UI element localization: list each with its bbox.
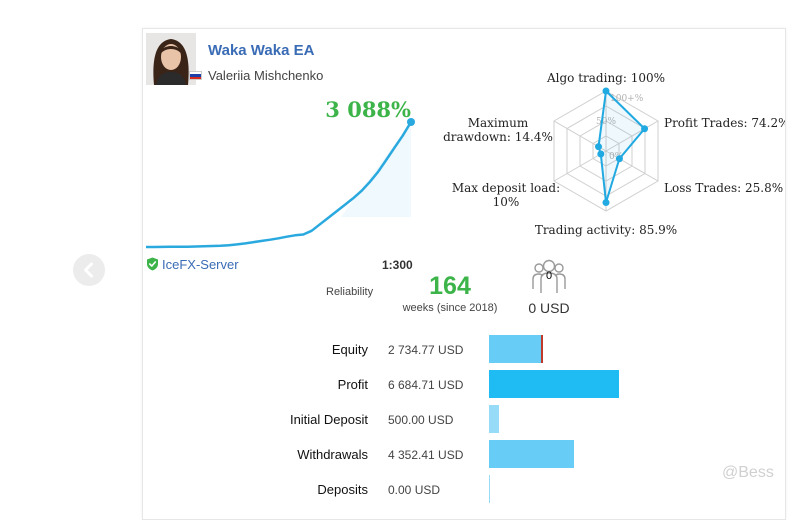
growth-line <box>146 121 413 249</box>
radar-ring-label: 50% <box>596 117 616 127</box>
radar-label-algo: Algo trading: 100% <box>546 71 665 85</box>
stat-label: Profit <box>337 377 368 392</box>
growth-end-point <box>407 118 415 126</box>
leverage-value: 1:300 <box>382 258 413 272</box>
radar-value-shape <box>597 88 646 203</box>
radar-axis <box>553 150 607 182</box>
author-name-link[interactable]: Valeriia Mishchenko <box>208 68 324 83</box>
growth-chart <box>146 118 415 249</box>
radar-axis <box>605 120 659 152</box>
watermark: @Bess <box>722 464 774 481</box>
subscribers-count: 0 <box>545 270 553 282</box>
radar-chart: 100+% 50% 0% Algo trading: 100% Profit Trade… <box>443 71 785 237</box>
stat-value: 2 734.77 USD <box>388 343 464 357</box>
stat-bar <box>489 335 543 363</box>
weeks-label: weeks (since 2018) <box>402 302 498 314</box>
stat-bar <box>489 405 499 433</box>
growth-value: 3 088% <box>325 97 411 122</box>
radar-point <box>597 150 605 158</box>
stat-label: Equity <box>331 342 368 357</box>
stat-bar <box>489 440 574 468</box>
radar-ring-label: 0% <box>609 152 624 162</box>
stat-value: 500.00 USD <box>388 413 454 427</box>
radar-point <box>602 87 610 95</box>
stat-value: 0.00 USD <box>388 483 441 497</box>
radar-point <box>595 143 603 151</box>
reliability-label: Reliability <box>326 286 374 298</box>
radar-label-activity: Trading activity: 85.9% <box>535 223 677 237</box>
broker-server[interactable]: IceFX-Server <box>146 257 239 272</box>
stat-bar-marker <box>541 335 544 363</box>
radar-point <box>641 125 649 133</box>
radar-label-deposit: 10% <box>493 195 520 209</box>
stat-value: 6 684.71 USD <box>388 378 464 392</box>
country-flag-icon <box>189 71 202 80</box>
radar-axis <box>605 150 659 182</box>
author-photo <box>146 33 196 85</box>
chevron-left-icon <box>84 262 93 278</box>
verified-shield-icon <box>147 257 158 271</box>
subscribers-icon <box>532 259 566 293</box>
radar-point <box>615 155 623 163</box>
subscribers-usd: 0 USD <box>528 300 570 316</box>
stat-label: Deposits <box>317 482 368 497</box>
signal-title-link[interactable]: Waka Waka EA <box>208 42 315 59</box>
growth-area <box>341 122 411 217</box>
radar-label-drawdown: Maximum <box>468 116 529 130</box>
radar-label-drawdown: drawdown: 14.4% <box>443 130 553 144</box>
avatar[interactable] <box>146 33 196 85</box>
stat-label: Initial Deposit <box>289 412 368 427</box>
radar-label-profit: Profit Trades: 74.2% <box>664 116 785 130</box>
flag-stripe-white <box>190 72 201 75</box>
stat-label: Withdrawals <box>297 447 368 462</box>
signal-card <box>142 28 786 520</box>
stat-bar <box>489 370 619 398</box>
stat-bar <box>489 475 490 503</box>
flag-stripe-red <box>190 76 201 79</box>
flag-stripe-blue <box>190 74 201 77</box>
previous-signal-button[interactable] <box>73 254 105 286</box>
radar-point <box>602 199 610 207</box>
weeks-count: 164 <box>429 272 471 300</box>
stat-value: 4 352.41 USD <box>388 448 464 462</box>
radar-label-loss: Loss Trades: 25.8% <box>664 181 783 195</box>
server-name: IceFX-Server <box>162 257 239 272</box>
radar-label-deposit: Max deposit load: <box>452 181 560 195</box>
radar-ring-label: 100+% <box>610 94 644 104</box>
